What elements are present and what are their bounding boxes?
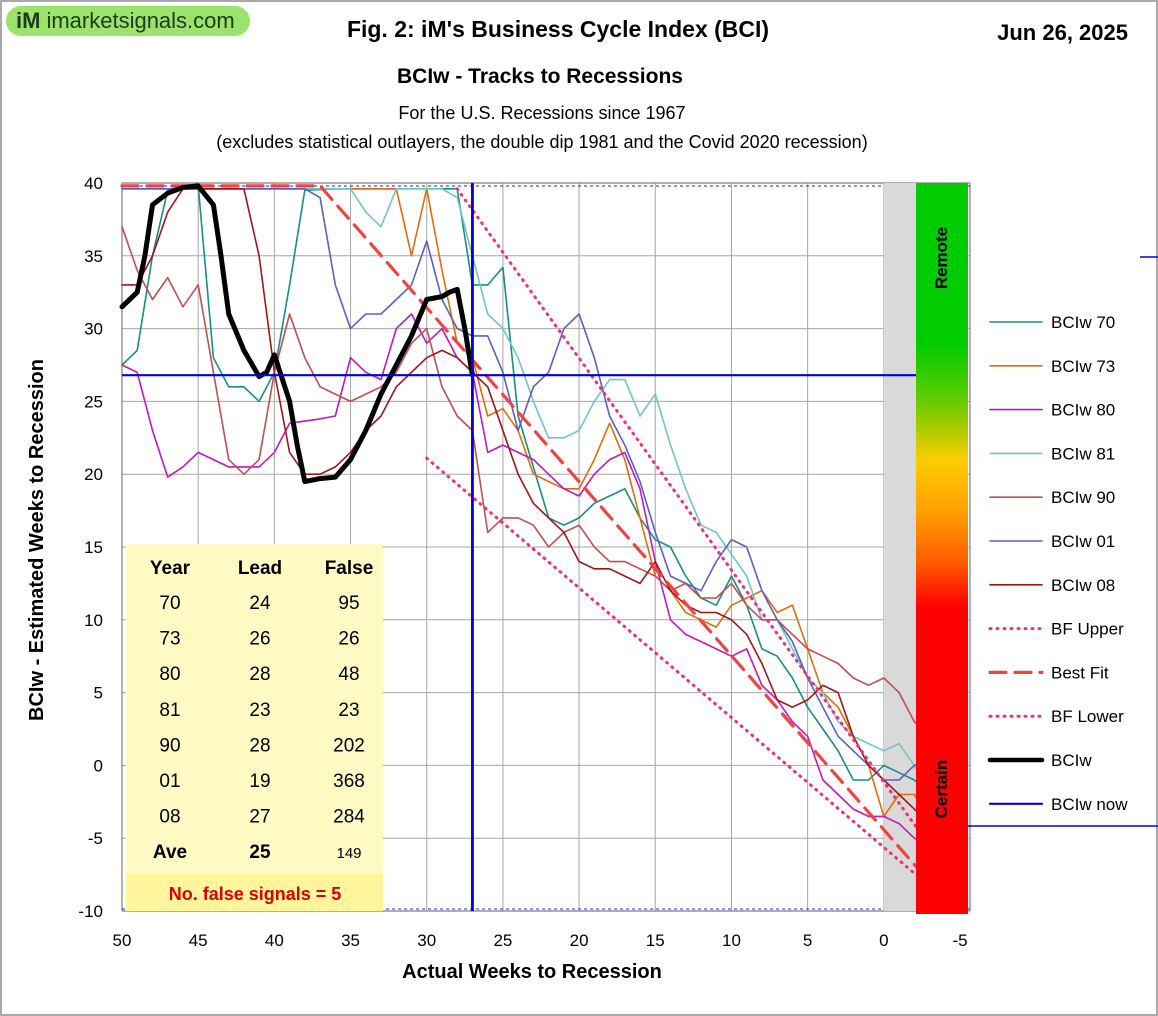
- y-tick-label: -5: [88, 829, 103, 848]
- legend-label: BCIw 80: [1051, 401, 1115, 420]
- table-header: False: [325, 558, 374, 579]
- legend-label: BCIw 70: [1051, 313, 1115, 332]
- x-tick-label: 45: [189, 931, 208, 950]
- x-tick-label: 25: [493, 931, 512, 950]
- series-line-2: [121, 313, 931, 847]
- y-tick-label: 35: [84, 247, 103, 266]
- y-tick-label: 25: [84, 392, 103, 411]
- series-line-5: [121, 188, 931, 781]
- lead-time-table: Year Lead False 70 24 95 73 26 26 80 28 48 81 23 23 90 2…: [126, 544, 383, 911]
- y-tick-label: 0: [94, 756, 103, 775]
- y-tick-label: 40: [84, 174, 103, 193]
- legend-label: BCIw: [1051, 751, 1092, 770]
- x-tick-label: 10: [722, 931, 741, 950]
- table-cell: 73: [159, 629, 180, 650]
- x-tick-label: 30: [417, 931, 436, 950]
- site-logo[interactable]: iM imarketsignals.com: [6, 6, 250, 36]
- table-footer: No. false signals = 5: [169, 884, 342, 904]
- legend-label: BCIw 81: [1051, 444, 1115, 463]
- table-header: Year: [150, 558, 191, 579]
- legend-label: BF Upper: [1051, 620, 1124, 639]
- table-header: Lead: [238, 558, 282, 579]
- series-line-7: [455, 187, 931, 847]
- series-line-6: [121, 188, 931, 825]
- recession-shade: [883, 183, 919, 911]
- table-cell: 95: [338, 593, 359, 614]
- table-cell: 23: [338, 700, 359, 721]
- series-lines: [119, 183, 932, 888]
- y-tick-label: 30: [84, 320, 103, 339]
- y-tick-label: 20: [84, 465, 103, 484]
- table-cell: 28: [249, 735, 270, 756]
- gauge-label-remote: Remote: [932, 227, 951, 289]
- table-cell: Ave: [153, 842, 187, 863]
- table-cell: 23: [249, 700, 270, 721]
- logo-mark: iM: [16, 8, 41, 33]
- series-line-4: [121, 225, 931, 738]
- x-tick-label: -5: [952, 931, 967, 950]
- table-cell: 01: [159, 771, 180, 792]
- table-footer-background: [126, 874, 383, 911]
- gauge-bar: [916, 183, 968, 914]
- table-cell: 81: [159, 700, 180, 721]
- series-line-9: [425, 456, 931, 888]
- table-cell: 26: [338, 629, 359, 650]
- legend-label: BF Lower: [1051, 707, 1124, 726]
- table-background: [126, 544, 383, 911]
- y-tick-label: -10: [78, 902, 103, 921]
- bciw-now-crosshair: [122, 183, 1158, 911]
- y-axis-title: BCIw - Estimated Weeks to Recession: [26, 359, 48, 721]
- x-tick-label: 15: [646, 931, 665, 950]
- shaded-region: [883, 183, 919, 911]
- legend-label: BCIw 01: [1051, 532, 1115, 551]
- table-cell: 28: [249, 664, 270, 685]
- chart-date: Jun 26, 2025: [997, 20, 1128, 45]
- y-tick-label: 5: [94, 684, 103, 703]
- x-tick-label: 50: [113, 931, 132, 950]
- chart-note-line1: For the U.S. Recessions since 1967: [398, 103, 685, 123]
- table-cell: 27: [249, 807, 270, 828]
- legend-label: Best Fit: [1051, 663, 1109, 682]
- series-line-10: [119, 183, 475, 484]
- series-line-0: [121, 185, 931, 796]
- gauge-label-certain: Certain: [932, 760, 951, 819]
- table-cell: 26: [249, 629, 270, 650]
- logo-text: imarketsignals.com: [46, 8, 235, 33]
- x-tick-label: 35: [341, 931, 360, 950]
- figure-title: Fig. 2: iM's Business Cycle Index (BCI): [347, 16, 769, 42]
- table-cell: 48: [338, 664, 359, 685]
- chart-note-line2: (excludes statistical outlayers, the dou…: [216, 132, 867, 152]
- table-cell: 202: [333, 735, 365, 756]
- x-tick-label: 40: [265, 931, 284, 950]
- table-cell: 368: [333, 771, 365, 792]
- legend-label: BCIw 90: [1051, 488, 1115, 507]
- legend: BCIw 70 BCIw 73 BCIw 80 BCIw 81 BCIw 90 BCIw …: [987, 313, 1128, 814]
- chart-subtitle: BCIw - Tracks to Recessions: [397, 65, 683, 88]
- table-cell: 149: [336, 845, 361, 862]
- table-cell: 284: [333, 807, 365, 828]
- y-tick-label: 15: [84, 538, 103, 557]
- probability-gauge: Remote Certain: [916, 183, 968, 914]
- table-cell: 70: [159, 593, 180, 614]
- x-tick-label: 20: [570, 931, 589, 950]
- table-cell: 25: [249, 842, 271, 863]
- legend-label: BCIw 73: [1051, 357, 1115, 376]
- table-cell: 24: [249, 593, 271, 614]
- table-cell: 08: [159, 807, 180, 828]
- legend-label: BCIw 08: [1051, 576, 1115, 595]
- x-tick-label: 5: [803, 931, 812, 950]
- x-axis-title: Actual Weeks to Recession: [402, 961, 662, 983]
- legend-label: BCIw now: [1051, 795, 1128, 814]
- y-tick-label: 10: [84, 611, 103, 630]
- x-tick-label: 0: [879, 931, 888, 950]
- table-cell: 19: [249, 771, 270, 792]
- table-cell: 90: [159, 735, 180, 756]
- table-cell: 80: [159, 664, 180, 685]
